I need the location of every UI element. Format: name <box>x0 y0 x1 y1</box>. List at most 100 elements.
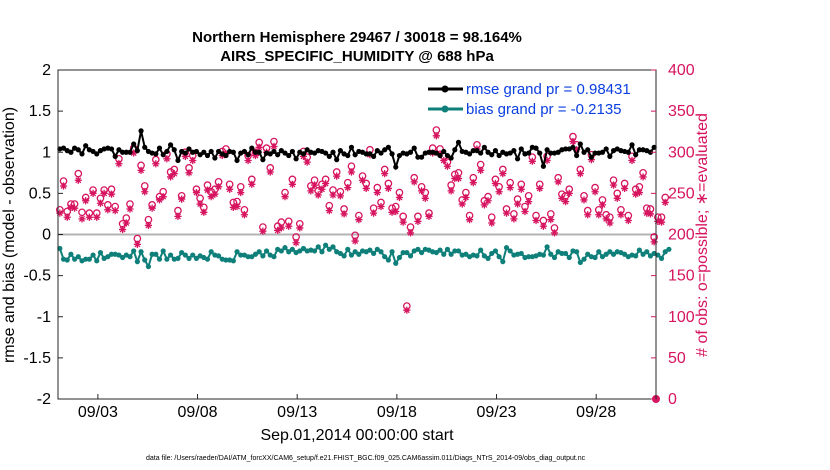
y-left-tick-label: 0.5 <box>29 185 51 202</box>
rmse-point <box>633 152 639 158</box>
y-axis-label-left: rmse and bias (model - observation) <box>1 107 18 363</box>
bias-point <box>596 249 602 255</box>
bias-point <box>249 254 255 260</box>
evaluated-obs-point <box>491 179 500 188</box>
bias-point <box>452 248 458 254</box>
evaluated-obs-point <box>59 182 68 190</box>
evaluated-obs-point <box>89 189 97 197</box>
rmse-point <box>120 149 126 155</box>
evaluated-obs-point <box>643 209 651 217</box>
rmse-point <box>127 149 133 155</box>
evaluated-obs-point <box>598 201 607 209</box>
evaluated-obs-point <box>85 213 93 221</box>
bias-point <box>518 250 524 257</box>
evaluated-obs-point <box>163 155 171 163</box>
evaluated-obs-point <box>399 218 407 226</box>
rmse-point <box>603 146 609 152</box>
evaluated-obs-point <box>403 306 411 314</box>
bias-point <box>500 259 506 265</box>
evaluated-obs-point <box>650 238 658 246</box>
rmse-point <box>175 157 181 164</box>
evaluated-obs-point <box>392 207 400 216</box>
bias-point <box>393 260 399 266</box>
evaluated-obs-point <box>122 219 130 227</box>
bias-point <box>485 255 491 261</box>
rmse-point <box>363 151 369 157</box>
rmse-point <box>544 147 550 153</box>
bias-point <box>300 245 307 252</box>
legend-rmse-label: rmse grand pr = 0.98431 <box>466 81 631 98</box>
bias-point <box>97 249 104 256</box>
rmse-point <box>570 144 576 150</box>
evaluated-obs-point <box>233 202 241 211</box>
bias-point <box>286 249 292 255</box>
evaluated-obs-point <box>510 215 518 223</box>
evaluated-obs-point <box>74 176 82 184</box>
x-tick-label: 09/23 <box>477 404 517 421</box>
rmse-point <box>138 128 144 134</box>
bias-point <box>526 254 532 260</box>
bias-point <box>562 250 569 257</box>
bias-point <box>374 246 380 252</box>
bias-point <box>662 249 668 255</box>
rmse-point <box>478 150 484 156</box>
evaluated-obs-point <box>550 229 559 237</box>
evaluated-obs-point <box>226 185 234 193</box>
evaluated-obs-point <box>573 146 581 154</box>
rmse-point <box>245 152 251 158</box>
y-left-tick-label: -2 <box>37 391 51 408</box>
bias-point <box>204 256 211 262</box>
rmse-point <box>437 152 443 159</box>
evaluated-obs-point <box>130 149 138 157</box>
evaluated-obs-point <box>576 170 584 178</box>
bias-point <box>142 257 148 263</box>
rmse-point <box>599 149 606 155</box>
series-layer <box>55 126 672 403</box>
rmse-point <box>389 151 395 157</box>
rmse-point <box>311 150 318 156</box>
evaluated-obs-point <box>340 210 348 218</box>
rmse-point <box>396 152 403 159</box>
bias-point <box>400 249 406 256</box>
rmse-point <box>474 148 480 154</box>
rmse-point <box>371 153 377 159</box>
evaluated-obs-point <box>100 189 108 197</box>
bias-point <box>371 250 377 257</box>
evaluated-obs-point <box>654 217 662 225</box>
y-left-tick-label: -0.5 <box>23 268 51 285</box>
bias-point <box>160 248 166 254</box>
rmse-point <box>60 145 67 151</box>
evaluated-obs-point <box>336 192 344 200</box>
evaluated-obs-point <box>443 162 452 170</box>
bias-point <box>437 247 443 253</box>
rmse-point <box>164 148 170 155</box>
rmse-point <box>574 152 580 159</box>
rmse-point <box>160 152 166 158</box>
bias-point <box>263 248 270 254</box>
rmse-point <box>79 151 85 157</box>
bias-point <box>156 256 163 262</box>
y-left-tick-label: -1.5 <box>23 350 51 367</box>
evaluated-obs-point <box>329 191 337 199</box>
evaluated-obs-point <box>547 216 555 224</box>
y-right-tick-label: 200 <box>668 227 695 244</box>
rmse-point <box>171 147 177 153</box>
bias-point <box>234 249 240 255</box>
evaluated-obs-point <box>539 222 548 230</box>
bias-point <box>559 250 565 257</box>
bias-point <box>489 250 495 257</box>
rmse-point <box>481 144 487 150</box>
rmse-point <box>448 155 454 161</box>
bias-point <box>138 249 144 255</box>
rmse-point <box>267 151 273 157</box>
evaluated-obs-point <box>584 211 592 219</box>
rmse-point <box>201 149 207 155</box>
y-left-tick-label: 0 <box>42 227 51 244</box>
bias-point <box>640 251 646 257</box>
rmse-point <box>588 154 595 160</box>
rmse-point <box>466 151 473 157</box>
evaluated-obs-point <box>126 205 134 213</box>
rmse-point <box>562 146 569 152</box>
bias-point <box>385 257 391 263</box>
rmse-point <box>393 164 399 170</box>
